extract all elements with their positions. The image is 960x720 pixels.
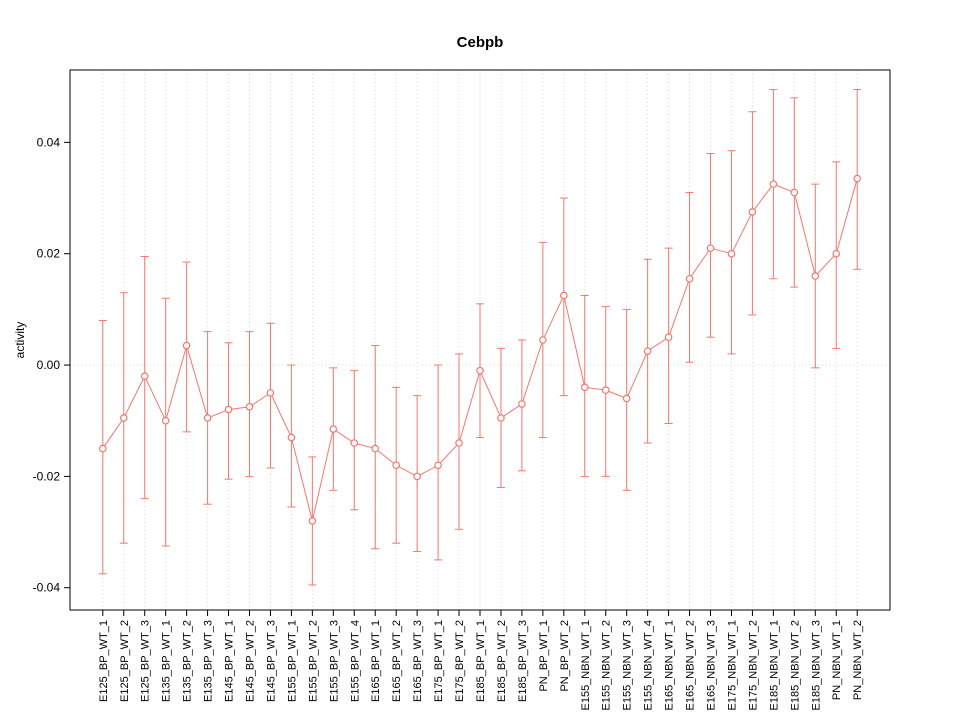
chart-title: Cebpb <box>457 34 504 51</box>
data-point <box>455 439 463 447</box>
data-point <box>413 472 421 481</box>
x-tick-label: E155_BP_WT_1 <box>286 620 298 702</box>
data-point <box>245 403 254 411</box>
data-point <box>203 414 212 422</box>
x-tick-label: E175_BP_WT_2 <box>454 620 466 702</box>
data-point <box>560 291 568 300</box>
x-tick-label: E165_BP_WT_2 <box>391 620 403 702</box>
x-tick-label: E165_NBN_WT_2 <box>685 620 697 711</box>
x-tick-label: E145_BP_WT_3 <box>265 620 277 702</box>
data-point <box>119 414 128 422</box>
y-tick-label: -0.04 <box>33 581 61 595</box>
x-tick-label: E185_BP_WT_2 <box>496 620 508 702</box>
x-tick-label: E155_NBN_WT_2 <box>601 620 613 711</box>
y-tick-label: -0.02 <box>33 469 61 483</box>
x-tick-label: E165_NBN_WT_1 <box>664 620 676 711</box>
data-point <box>497 414 505 422</box>
data-point <box>308 517 317 525</box>
y-tick-label: 0.02 <box>37 247 61 261</box>
x-tick-label: E155_BP_WT_4 <box>349 620 361 702</box>
x-tick-label: E145_BP_WT_1 <box>224 620 236 702</box>
data-point <box>601 386 610 394</box>
x-tick-label: PN_NBN_WT_2 <box>852 620 864 700</box>
data-point <box>748 208 757 216</box>
x-tick-label: E125_BP_WT_3 <box>140 620 152 702</box>
x-tick-label: E165_NBN_WT_3 <box>706 620 718 711</box>
data-point <box>832 249 841 258</box>
data-point <box>140 372 149 380</box>
x-tick-label: E155_NBN_WT_3 <box>622 620 634 711</box>
y-tick-label: 0.04 <box>37 135 61 149</box>
data-point <box>224 405 233 414</box>
data-point <box>643 347 652 355</box>
x-tick-label: E135_BP_WT_3 <box>203 620 215 702</box>
x-tick-label: E185_NBN_WT_3 <box>810 620 822 711</box>
x-tick-label: E185_NBN_WT_2 <box>789 620 801 711</box>
data-point <box>350 439 359 447</box>
data-point <box>685 274 694 283</box>
data-point <box>476 366 484 375</box>
x-tick-label: E125_BP_WT_2 <box>119 620 131 702</box>
data-point <box>580 383 589 392</box>
data-point <box>161 416 170 425</box>
data-point <box>518 400 526 408</box>
x-tick-label: E185_BP_WT_3 <box>517 620 529 702</box>
data-point <box>769 180 778 188</box>
x-tick-label: E175_NBN_WT_1 <box>726 620 738 711</box>
x-tick-label: E155_BP_WT_2 <box>307 620 319 702</box>
x-tick-label: PN_BP_WT_2 <box>559 620 571 692</box>
x-tick-label: E185_BP_WT_1 <box>475 620 487 702</box>
x-tick-label: E125_BP_WT_1 <box>98 620 110 702</box>
y-tick-label: 0.00 <box>37 358 61 372</box>
x-tick-label: PN_BP_WT_1 <box>538 620 550 692</box>
x-tick-label: E145_BP_WT_2 <box>244 620 256 702</box>
data-point <box>287 433 296 442</box>
data-point <box>706 244 715 252</box>
data-point <box>392 461 400 470</box>
x-tick-label: E135_BP_WT_1 <box>161 620 173 702</box>
x-tick-label: PN_NBN_WT_1 <box>831 620 843 700</box>
data-point <box>371 444 380 453</box>
data-point <box>329 425 338 433</box>
x-tick-label: E175_BP_WT_1 <box>433 620 445 702</box>
data-point <box>664 333 673 342</box>
x-tick-label: E185_NBN_WT_1 <box>768 620 780 711</box>
data-point <box>266 389 275 397</box>
x-tick-label: E165_BP_WT_3 <box>412 620 424 702</box>
data-point <box>727 249 736 258</box>
data-point <box>182 341 191 350</box>
x-tick-label: E135_BP_WT_2 <box>182 620 194 702</box>
x-tick-label: E165_BP_WT_1 <box>370 620 382 702</box>
y-axis-label: activity <box>13 322 27 359</box>
data-point <box>539 336 547 344</box>
data-point <box>853 174 862 183</box>
data-point <box>434 461 442 470</box>
x-tick-label: E155_BP_WT_3 <box>328 620 340 702</box>
data-point <box>811 272 820 280</box>
data-point <box>622 394 631 403</box>
x-tick-label: E155_NBN_WT_4 <box>643 620 655 711</box>
x-tick-label: E155_NBN_WT_1 <box>580 620 592 711</box>
data-point <box>790 188 799 197</box>
plot-layer: -0.04 -0.02 0.00 0.02 0.04 E125_BP_WT_1 E125_B… <box>33 69 891 711</box>
data-point <box>99 444 107 453</box>
x-tick-label: E175_NBN_WT_2 <box>747 620 759 711</box>
